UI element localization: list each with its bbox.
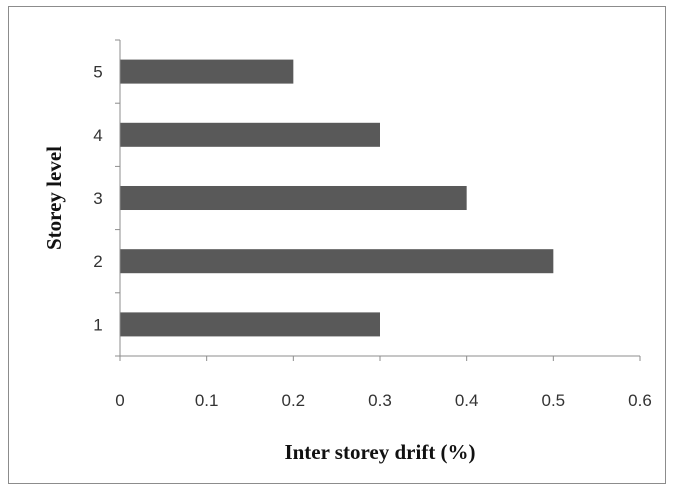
x-ticks-group: 0 0.1 0.2 0.3 0.4 0.5 0.6 (115, 356, 652, 410)
y-tick-label: 4 (93, 126, 102, 145)
x-tick-label: 0.6 (628, 391, 652, 410)
chart-frame (8, 6, 666, 484)
bars-group (120, 59, 554, 337)
x-tick-label: 0.1 (195, 391, 219, 410)
y-tick-label: 3 (93, 189, 102, 208)
y-axis-title: Storey level (42, 146, 66, 250)
bar-storey-5 (120, 59, 294, 84)
y-tick-label: 2 (93, 252, 102, 271)
bar-storey-3 (120, 185, 467, 211)
x-axis-title: Inter storey drift (%) (284, 440, 475, 464)
y-ticks-group: 1 2 3 4 5 (93, 39, 120, 357)
bar-storey-2 (120, 249, 554, 274)
bar-storey-4 (120, 122, 380, 147)
x-tick-label: 0.3 (368, 391, 392, 410)
x-tick-label: 0.4 (455, 391, 479, 410)
x-tick-label: 0.2 (282, 391, 306, 410)
y-tick-label: 5 (93, 63, 102, 82)
y-tick-label: 1 (93, 315, 102, 334)
bar-storey-1 (120, 312, 380, 337)
x-tick-label: 0.5 (542, 391, 566, 410)
x-tick-label: 0 (115, 391, 124, 410)
